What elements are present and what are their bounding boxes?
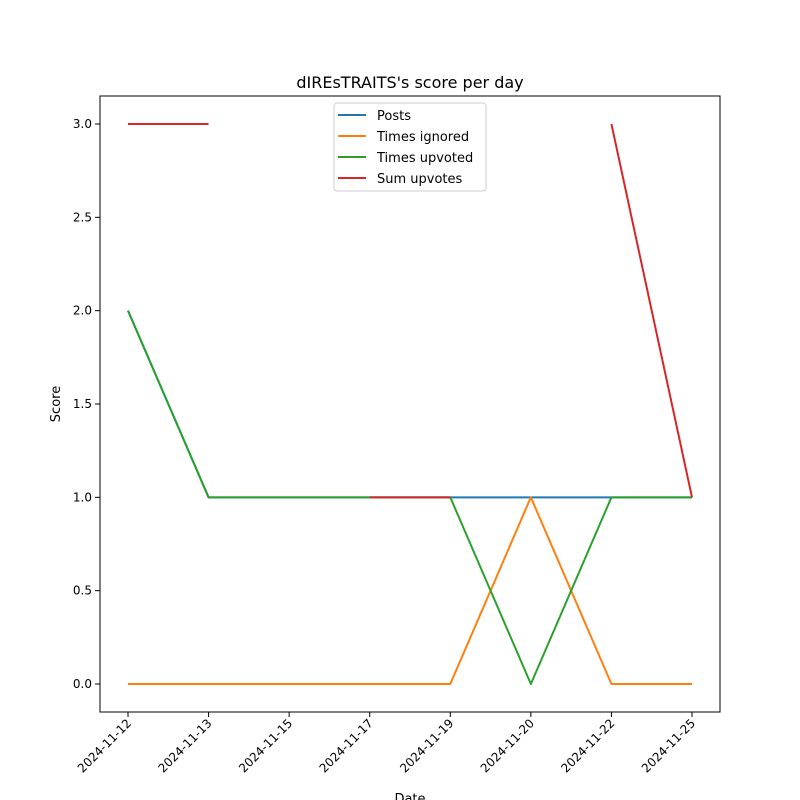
x-tick-label: 2024-11-25 <box>639 716 698 775</box>
legend-label-posts: Posts <box>377 109 411 124</box>
y-tick-label: 3.0 <box>73 117 92 131</box>
legend-box <box>333 102 487 192</box>
x-tick-label: 2024-11-22 <box>558 716 617 775</box>
legend-label-times-ignored: Times ignored <box>376 130 469 145</box>
x-axis: 2024-11-12 2024-11-13 2024-11-15 2024-11-17… <box>75 712 698 775</box>
legend: Posts Times ignored Times upvoted Sum upvot… <box>333 102 487 192</box>
y-tick-label: 2.5 <box>73 210 92 224</box>
x-tick-label: 2024-11-12 <box>75 716 134 775</box>
y-axis: 0.0 0.5 1.0 1.5 2.0 2.5 3.0 <box>73 117 100 691</box>
y-tick-label: 0.5 <box>73 584 92 598</box>
series-line-posts <box>127 310 692 499</box>
y-tick-label: 2.0 <box>73 304 92 318</box>
y-tick-label: 1.5 <box>73 397 92 411</box>
chart-title: dIREsTRAITS's score per day <box>296 73 523 92</box>
series-line-times-ignored <box>128 496 692 685</box>
y-tick-label: 1.0 <box>73 490 92 504</box>
y-tick-label: 0.0 <box>73 677 92 691</box>
x-tick-label: 2024-11-20 <box>478 716 537 775</box>
x-tick-label: 2024-11-19 <box>397 716 456 775</box>
legend-label-times-upvoted: Times upvoted <box>376 151 473 166</box>
x-tick-label: 2024-11-17 <box>317 716 376 775</box>
series-layer <box>127 123 693 685</box>
series-line-sum-upvotes <box>610 123 693 498</box>
y-axis-label: Score <box>49 386 64 422</box>
x-axis-label: Date <box>394 792 425 800</box>
x-tick-label: 2024-11-13 <box>155 716 214 775</box>
legend-label-sum-upvotes: Sum upvotes <box>377 172 463 187</box>
x-tick-label: 2024-11-15 <box>236 716 295 775</box>
